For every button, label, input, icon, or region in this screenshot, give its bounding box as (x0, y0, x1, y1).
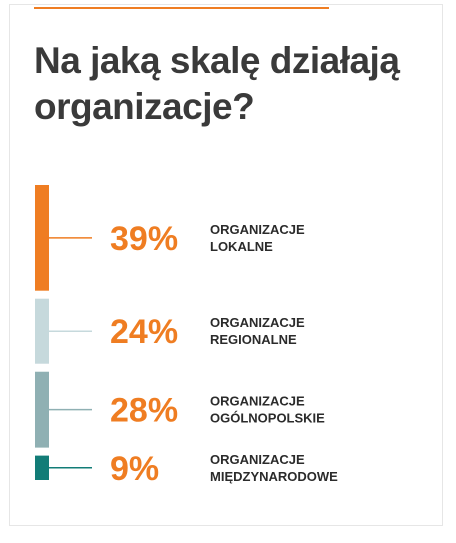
category-label: ORGANIZACJE OGÓLNOPOLSKIE (210, 394, 325, 426)
category-label-line: ORGANIZACJE (210, 315, 305, 330)
category-label-line: REGIONALNE (210, 332, 297, 347)
category-label-line: ORGANIZACJE (210, 222, 305, 237)
category-label-line: MIĘDZYNARODOWE (210, 469, 338, 484)
category-label: ORGANIZACJE LOKALNE (210, 222, 305, 254)
value-label: 28% (110, 392, 178, 430)
value-label: 39% (110, 220, 178, 258)
category-label: ORGANIZACJE MIĘDZYNARODOWE (210, 452, 338, 484)
category-label: ORGANIZACJE REGIONALNE (210, 315, 305, 347)
category-label-line: LOKALNE (210, 239, 273, 254)
value-label: 24% (110, 313, 178, 351)
category-label-line: ORGANIZACJE (210, 394, 305, 409)
category-label-line: ORGANIZACJE (210, 452, 305, 467)
value-label: 9% (110, 450, 159, 488)
infographic-card (9, 4, 443, 526)
category-label-line: OGÓLNOPOLSKIE (210, 411, 325, 426)
top-accent-rule (34, 7, 329, 9)
page-title: Na jaką skalę działają organizacje? (34, 40, 400, 127)
